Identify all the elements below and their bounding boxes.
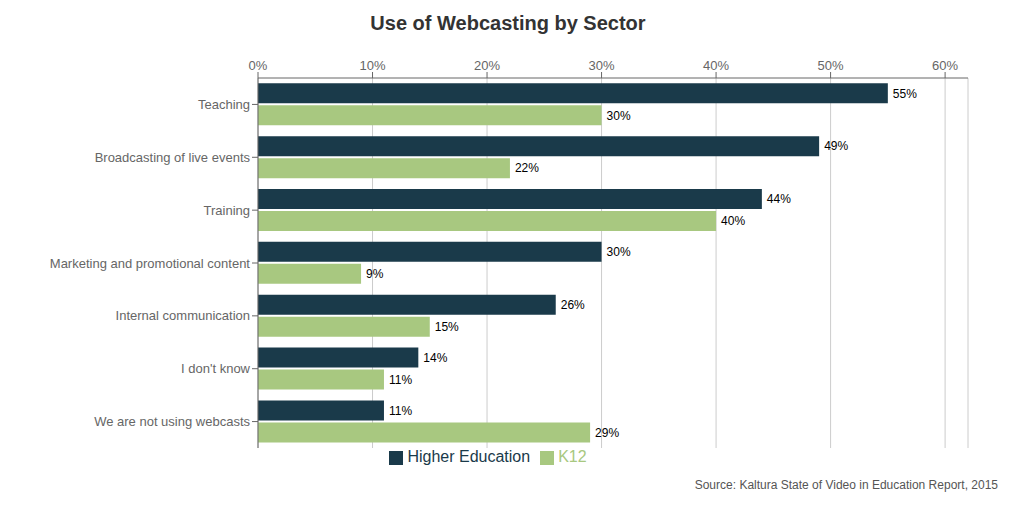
svg-text:55%: 55% xyxy=(893,87,917,101)
html-text:Higher Education: Higher Education xyxy=(407,448,531,465)
svg-text:26%: 26% xyxy=(561,298,585,312)
svg-text:60%: 60% xyxy=(932,58,958,73)
svg-text:Teaching: Teaching xyxy=(198,97,250,112)
svg-text:49%: 49% xyxy=(824,139,848,153)
svg-text:11%: 11% xyxy=(389,404,412,418)
svg-text:50%: 50% xyxy=(818,58,844,73)
svg-text:Training: Training xyxy=(204,203,250,218)
svg-text:I don't know: I don't know xyxy=(181,361,251,376)
svg-text:14%: 14% xyxy=(423,351,447,365)
svg-text:30%: 30% xyxy=(589,58,615,73)
svg-text:40%: 40% xyxy=(703,58,729,73)
svg-text:Internal communication: Internal communication xyxy=(116,308,250,323)
html-text:Source: Kaltura State of Video: Source: Kaltura State of Video in Educat… xyxy=(694,478,998,492)
svg-text:40%: 40% xyxy=(721,214,745,228)
svg-text:We are not using webcasts: We are not using webcasts xyxy=(94,414,250,429)
svg-text:10%: 10% xyxy=(360,58,386,73)
html-text:Use of Webcasting by Sector: Use of Webcasting by Sector xyxy=(370,12,646,34)
svg-text:20%: 20% xyxy=(474,58,500,73)
svg-text:9%: 9% xyxy=(366,267,384,281)
svg-text:30%: 30% xyxy=(607,245,631,259)
svg-text:Marketing and promotional cont: Marketing and promotional content xyxy=(50,256,251,271)
svg-text:29%: 29% xyxy=(595,426,619,440)
html-text:K12: K12 xyxy=(558,448,587,465)
svg-text:Broadcasting of live events: Broadcasting of live events xyxy=(95,150,251,165)
svg-text:11%: 11% xyxy=(389,373,412,387)
svg-text:22%: 22% xyxy=(515,161,539,175)
svg-text:15%: 15% xyxy=(435,320,459,334)
svg-text:30%: 30% xyxy=(607,109,631,123)
svg-text:44%: 44% xyxy=(767,192,791,206)
svg-text:0%: 0% xyxy=(249,58,268,73)
